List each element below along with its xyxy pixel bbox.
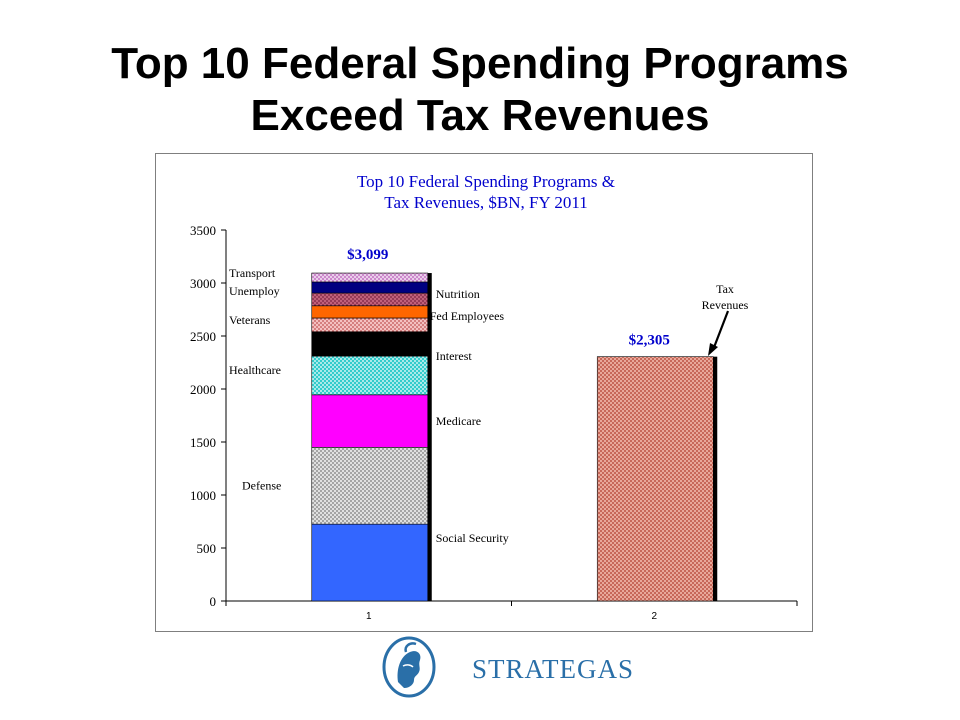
annotation-arrow-shaft <box>711 310 730 351</box>
total-label-bar-1: $3,099 <box>347 247 388 263</box>
total-label-bar-2: $2,305 <box>629 333 670 349</box>
segment-labels: Social Security Defense Medicare Healthcare… <box>229 266 509 545</box>
x-tick-label: 2 <box>651 611 657 622</box>
segment-label: Defense <box>242 479 281 493</box>
chart-title-line-2: Tax Revenues, $BN, FY 2011 <box>384 193 587 212</box>
bar-1-shadow <box>427 273 432 601</box>
bar-1-segment <box>311 292 429 307</box>
segment-label: Social Security <box>436 531 509 545</box>
bar-1-segment <box>311 272 429 283</box>
x-tick-label: 1 <box>366 611 372 622</box>
chart-frame: Top 10 Federal Spending Programs & Tax R… <box>155 153 813 632</box>
bar-1-segment <box>311 355 429 396</box>
y-tick-label: 0 <box>210 594 217 609</box>
helmeted-head-icon <box>382 636 436 698</box>
slide-title: Top 10 Federal Spending Programs Exceed … <box>0 38 960 142</box>
chart-title-line-1: Top 10 Federal Spending Programs & <box>357 172 615 191</box>
segment-label: Medicare <box>436 414 481 428</box>
segment-label: Unemploy <box>229 284 280 298</box>
y-axis: 0 500 1000 1500 2000 2500 3000 3500 <box>190 223 227 609</box>
y-tick-label: 3000 <box>190 276 216 291</box>
bar-1-segment <box>311 281 429 294</box>
logo-wordmark: STRATEGAS <box>472 654 635 684</box>
segment-label: Healthcare <box>229 363 281 377</box>
segment-label: Veterans <box>229 313 271 327</box>
y-tick-label: 1000 <box>190 488 216 503</box>
y-tick-label: 500 <box>197 541 217 556</box>
chart-svg: Top 10 Federal Spending Programs & Tax R… <box>190 172 798 622</box>
annotation-box <box>682 278 762 316</box>
slide-title-line-2: Exceed Tax Revenues <box>250 91 710 140</box>
strategas-logo: STRATEGAS <box>380 636 633 698</box>
bar-1-segment <box>311 394 429 448</box>
annotation-arrow-head <box>708 343 718 356</box>
y-tick-label: 1500 <box>190 435 216 450</box>
segment-label: Interest <box>436 349 473 363</box>
slide-title-line-1: Top 10 Federal Spending Programs <box>111 39 849 88</box>
annotation-line-1: Tax <box>716 282 734 296</box>
bars <box>311 272 718 602</box>
bar-2-shadow <box>713 356 718 601</box>
annotation-line-2: Revenues <box>702 298 749 312</box>
segment-label: Transport <box>229 266 276 280</box>
y-tick-label: 3500 <box>190 223 216 238</box>
segment-label: Nutrition <box>436 287 480 301</box>
bar-1-segment <box>311 305 429 319</box>
y-tick-label: 2500 <box>190 329 216 344</box>
bar-1-segment <box>311 523 429 602</box>
bar-2 <box>596 356 714 602</box>
y-tick-label: 2000 <box>190 382 216 397</box>
bar-1-segment <box>311 331 429 357</box>
segment-label: Fed Employees <box>430 309 505 323</box>
bar-1-segment <box>311 446 429 525</box>
bar-1-segment <box>311 317 429 333</box>
tax-revenues-annotation: Tax Revenues <box>682 278 762 356</box>
